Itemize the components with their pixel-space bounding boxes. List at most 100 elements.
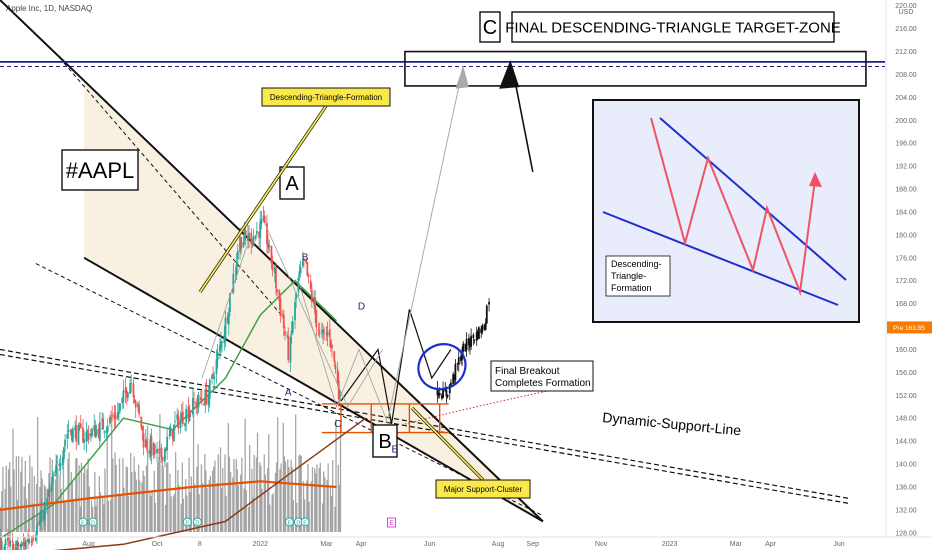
- x-tick-label: 8: [198, 541, 202, 548]
- volume-bar: [107, 500, 109, 532]
- candle: [291, 321, 294, 333]
- candle: [236, 250, 239, 260]
- volume-bar: [62, 463, 65, 532]
- volume-bar: [68, 452, 70, 532]
- volume-bar: [71, 481, 74, 532]
- volume-bar: [31, 466, 33, 532]
- earnings-marker-icon: [78, 517, 88, 527]
- candle: [310, 289, 313, 302]
- volume-bar: [208, 479, 210, 532]
- volume-bar: [261, 488, 263, 532]
- candle: [157, 449, 160, 450]
- candle: [224, 318, 227, 339]
- candle: [328, 329, 331, 338]
- label-a-box: [279, 166, 305, 200]
- x-tick-label: Mar: [730, 541, 743, 548]
- candle: [218, 345, 221, 352]
- volume-bar: [339, 423, 342, 532]
- volume-bar: [88, 486, 90, 532]
- volume-bar: [96, 496, 98, 532]
- candle: [126, 392, 129, 399]
- last-price-tag: [887, 321, 932, 334]
- ticker-label: #AAPL: [66, 158, 135, 183]
- candle: [101, 419, 103, 421]
- volume-bar: [338, 484, 341, 532]
- candle: [295, 292, 298, 299]
- candle: [116, 412, 119, 419]
- candle: [266, 222, 268, 244]
- x-tick-label: Mar: [320, 541, 333, 548]
- candle: [160, 447, 163, 458]
- ghost-up-line: [201, 246, 248, 379]
- volume-bar: [40, 470, 42, 532]
- candle: [27, 538, 29, 543]
- volume-bar: [321, 503, 324, 532]
- recent-candle: [445, 390, 448, 397]
- marker-glyph: D: [91, 521, 95, 527]
- candle: [152, 443, 155, 455]
- candle: [78, 425, 81, 426]
- candle: [158, 448, 161, 450]
- candle: [9, 540, 11, 546]
- volume-bar: [227, 423, 229, 532]
- candle: [74, 427, 77, 431]
- volume-bar: [166, 462, 168, 532]
- candle: [161, 456, 164, 461]
- candle: [337, 380, 340, 400]
- candle: [323, 330, 326, 332]
- future-earnings-marker: [387, 517, 396, 528]
- candle: [39, 519, 42, 523]
- volume-bar: [337, 464, 339, 532]
- volume-bar: [154, 502, 157, 532]
- volume-bar: [172, 495, 175, 532]
- candle: [284, 331, 286, 336]
- volume-bar: [326, 479, 328, 532]
- y-tick-label: 128.00: [895, 530, 917, 537]
- marker-glyph: E: [303, 521, 307, 527]
- candle: [301, 261, 304, 266]
- volume-bar: [299, 454, 301, 532]
- volume-bar: [334, 506, 336, 532]
- candle: [125, 391, 128, 398]
- recent-candle: [454, 363, 457, 381]
- y-tick-label: 196.00: [895, 141, 917, 148]
- candle: [281, 316, 284, 318]
- volume-bar: [232, 477, 234, 532]
- moving-average-orange: [0, 480, 337, 511]
- candle: [12, 544, 15, 550]
- volume-bar: [173, 493, 176, 532]
- volume-bar: [117, 493, 120, 532]
- volume-bar: [188, 457, 190, 532]
- volume-bar: [228, 456, 231, 532]
- recent-candle: [476, 330, 479, 339]
- candle: [282, 314, 285, 329]
- candle: [270, 245, 273, 264]
- candle: [240, 237, 243, 250]
- candle: [156, 449, 158, 453]
- y-tick-label: 192.00: [895, 164, 917, 171]
- recent-candle: [452, 374, 455, 384]
- recent-candle: [464, 343, 467, 352]
- volume-bar: [106, 439, 108, 532]
- candle: [23, 542, 26, 547]
- candle: [24, 539, 27, 550]
- candle: [258, 231, 261, 239]
- volume-bar: [98, 475, 101, 532]
- recent-candle: [481, 325, 484, 333]
- candle: [188, 411, 191, 422]
- volume-bar: [47, 488, 49, 532]
- volume-bar: [33, 476, 35, 532]
- volume-bar: [16, 500, 19, 532]
- label-b-box: [372, 424, 398, 458]
- candle: [229, 293, 231, 312]
- candle: [28, 539, 31, 544]
- candle: [297, 277, 300, 292]
- volume-bar: [137, 464, 140, 532]
- volume-bar: [283, 456, 286, 532]
- volume-bar: [269, 504, 271, 532]
- label-c: C: [483, 17, 497, 39]
- earnings-marker-icon: [300, 517, 310, 527]
- candle-layer: [0, 206, 490, 550]
- y-tick-label: 216.00: [895, 26, 917, 33]
